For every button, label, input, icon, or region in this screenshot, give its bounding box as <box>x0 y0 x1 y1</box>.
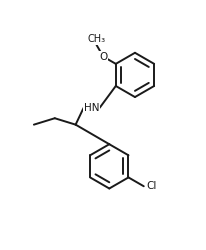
Text: HN: HN <box>83 103 99 113</box>
Text: CH₃: CH₃ <box>87 34 105 44</box>
Text: Cl: Cl <box>145 181 156 191</box>
Text: O: O <box>99 52 107 62</box>
